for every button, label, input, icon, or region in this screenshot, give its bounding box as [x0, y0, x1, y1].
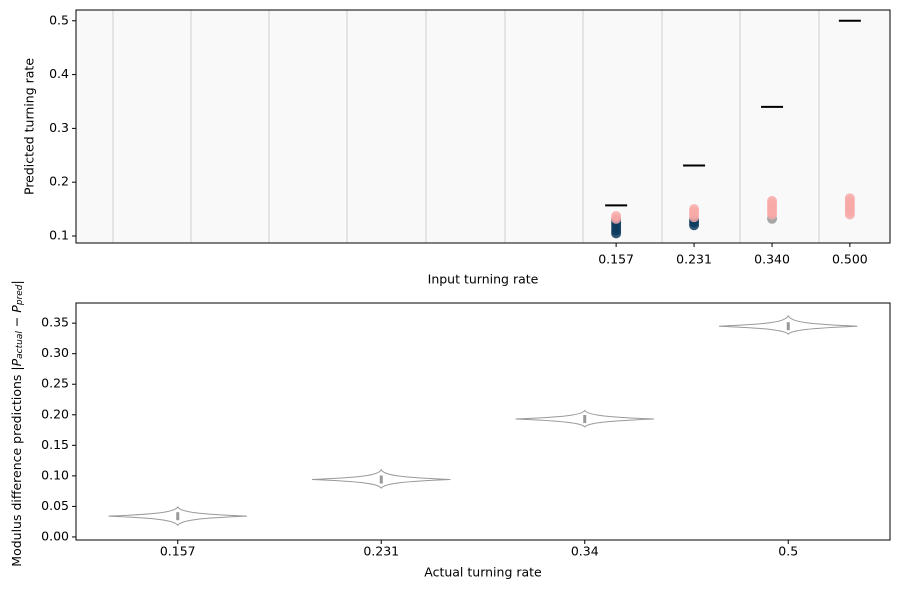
axes-frame	[75, 9, 891, 244]
y-axis-label: Predicted turning rate	[22, 58, 37, 195]
x-tick-label: 0.231	[676, 252, 712, 267]
y-tick-label: 0.3	[49, 120, 69, 135]
y-axis-label-math: actual	[15, 331, 25, 359]
x-tick-label: 0.231	[363, 544, 399, 559]
y-axis-label-math: pred	[15, 284, 25, 306]
y-tick-label: 0.10	[41, 467, 69, 482]
y-tick-label: 0.35	[41, 315, 69, 330]
plot-background	[76, 10, 890, 243]
prediction-point	[689, 204, 700, 215]
violin-median	[379, 475, 383, 484]
violin-median	[583, 415, 587, 424]
x-tick-label: 0.157	[160, 544, 196, 559]
y-axis-label-math: |	[9, 280, 24, 284]
violin-body	[515, 409, 654, 428]
y-tick-label: 0.25	[41, 376, 69, 391]
violin-body	[719, 314, 858, 335]
y-axis-label: Modulus difference predictions |Pactual −…	[9, 280, 25, 566]
y-tick-label: 0.20	[41, 406, 69, 421]
x-tick-label: 0.34	[571, 544, 599, 559]
y-tick-label: 0.5	[49, 12, 69, 27]
y-tick-label: 0.4	[49, 66, 69, 81]
prediction-point	[611, 211, 622, 222]
x-axis-label: Actual turning rate	[424, 565, 542, 580]
violin-median	[176, 512, 180, 521]
x-tick-label: 0.500	[832, 252, 868, 267]
y-tick-label: 0.2	[49, 174, 69, 189]
violin-body	[312, 468, 451, 489]
x-tick-label: 0.340	[754, 252, 790, 267]
x-axis-label: Input turning rate	[428, 272, 539, 287]
y-tick-label: 0.1	[49, 228, 69, 243]
y-tick-label: 0.30	[41, 345, 69, 360]
y-axis-label-math: − P	[9, 305, 24, 331]
x-tick-label: 0.5	[778, 544, 798, 559]
y-axis-label-math: |P	[9, 358, 24, 370]
y-tick-label: 0.00	[41, 528, 69, 543]
violin-body	[108, 506, 247, 527]
x-tick-label: 0.157	[598, 252, 634, 267]
y-tick-label: 0.05	[41, 498, 69, 513]
y-tick-label: 0.15	[41, 437, 69, 452]
axes-frame	[75, 302, 891, 541]
violin-median	[786, 322, 790, 331]
prediction-point	[767, 196, 778, 207]
y-axis-label-text: Modulus difference predictions	[9, 375, 24, 567]
prediction-point	[844, 193, 855, 204]
